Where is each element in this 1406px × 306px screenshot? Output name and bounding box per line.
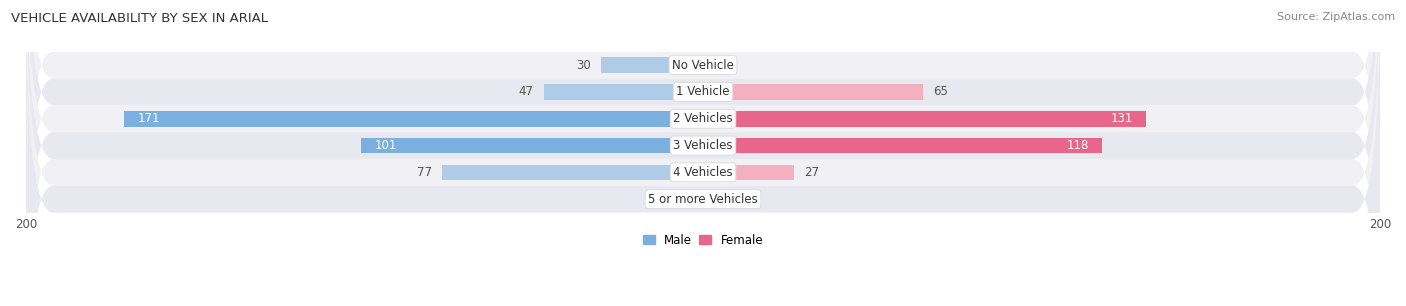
Bar: [443, 165, 703, 180]
Bar: [124, 111, 703, 126]
Bar: [703, 138, 1102, 153]
Text: 0: 0: [713, 59, 720, 72]
Text: 77: 77: [418, 166, 432, 179]
Bar: [703, 111, 1146, 126]
FancyBboxPatch shape: [27, 0, 1379, 266]
Text: 30: 30: [576, 59, 592, 72]
Text: Source: ZipAtlas.com: Source: ZipAtlas.com: [1277, 12, 1395, 22]
Bar: [544, 84, 703, 100]
FancyBboxPatch shape: [27, 0, 1379, 306]
FancyBboxPatch shape: [27, 0, 1379, 293]
Text: 3 Vehicles: 3 Vehicles: [673, 139, 733, 152]
Text: 0: 0: [686, 193, 693, 206]
Text: 101: 101: [375, 139, 396, 152]
Bar: [602, 57, 703, 73]
Text: 27: 27: [804, 166, 820, 179]
Text: 171: 171: [138, 112, 160, 125]
FancyBboxPatch shape: [27, 0, 1379, 306]
Text: 0: 0: [713, 193, 720, 206]
Bar: [361, 138, 703, 153]
Text: 47: 47: [519, 85, 534, 99]
Text: 2 Vehicles: 2 Vehicles: [673, 112, 733, 125]
Text: 4 Vehicles: 4 Vehicles: [673, 166, 733, 179]
Text: 1 Vehicle: 1 Vehicle: [676, 85, 730, 99]
FancyBboxPatch shape: [27, 0, 1379, 306]
Text: 5 or more Vehicles: 5 or more Vehicles: [648, 193, 758, 206]
FancyBboxPatch shape: [27, 0, 1379, 306]
Bar: [703, 84, 922, 100]
Text: 131: 131: [1111, 112, 1133, 125]
Text: VEHICLE AVAILABILITY BY SEX IN ARIAL: VEHICLE AVAILABILITY BY SEX IN ARIAL: [11, 12, 269, 25]
Text: 65: 65: [934, 85, 948, 99]
Text: 118: 118: [1066, 139, 1088, 152]
Legend: Male, Female: Male, Female: [638, 229, 768, 252]
Bar: [703, 165, 794, 180]
Text: No Vehicle: No Vehicle: [672, 59, 734, 72]
